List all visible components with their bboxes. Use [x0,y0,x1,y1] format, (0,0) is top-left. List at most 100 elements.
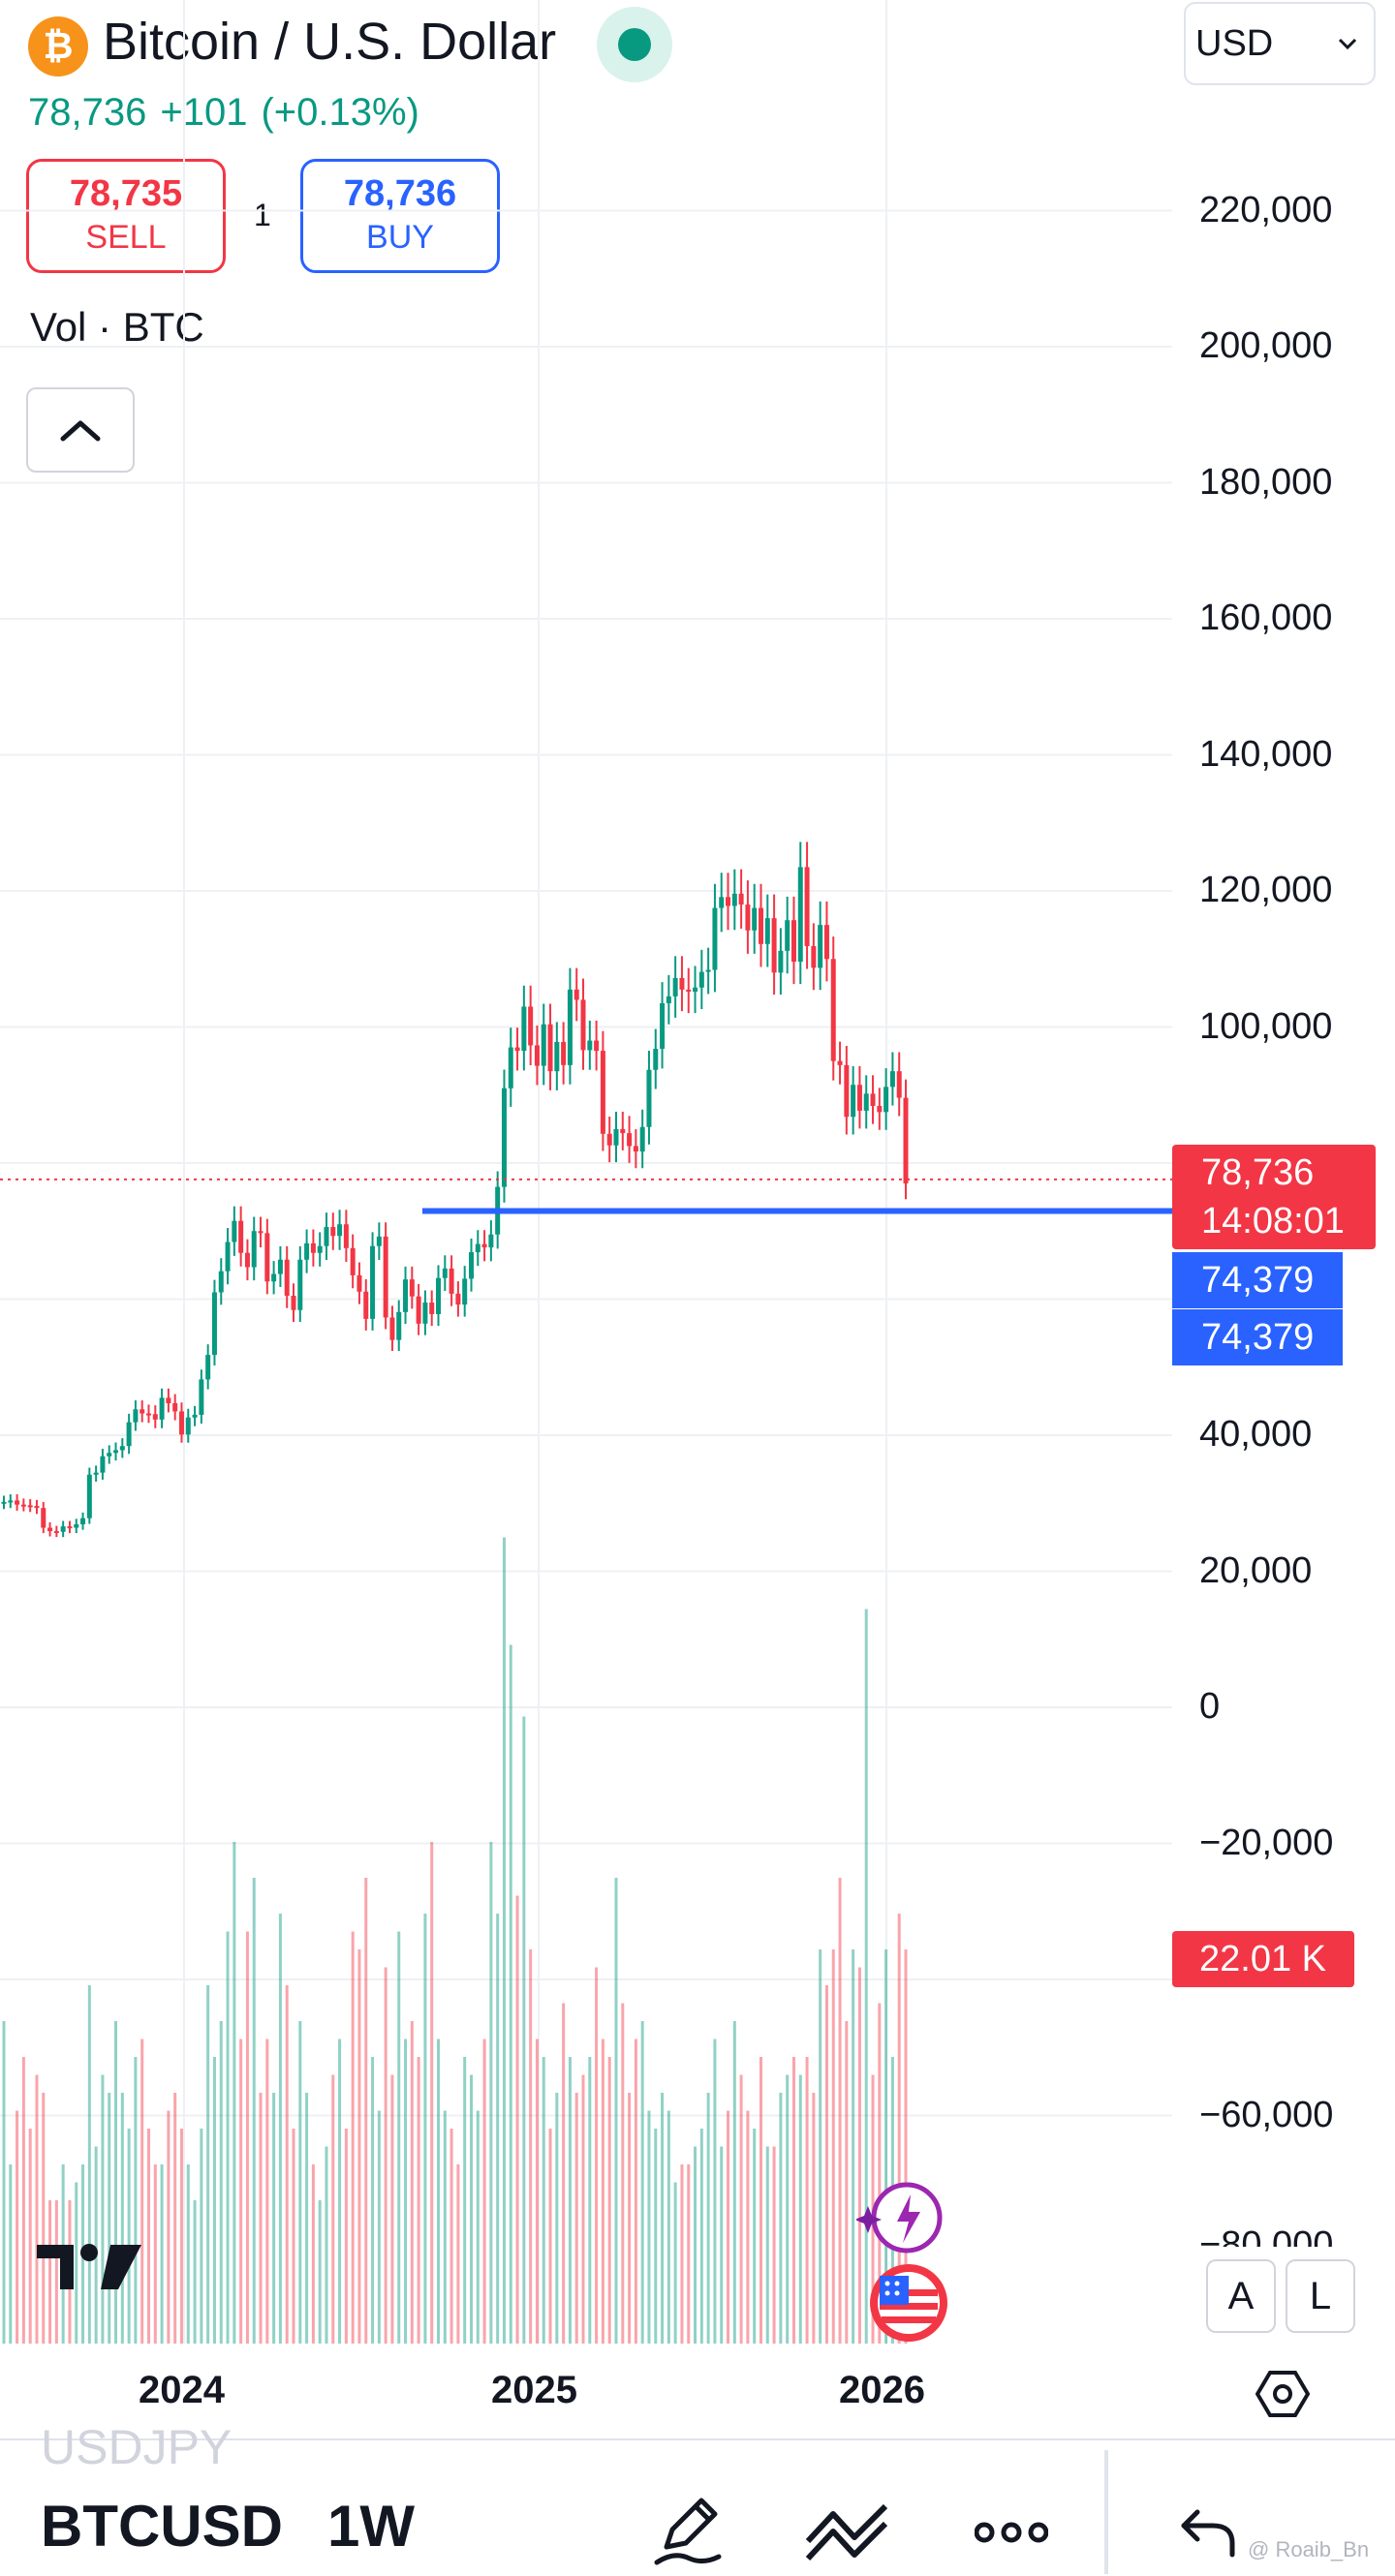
candle-body [337,1224,343,1237]
candle-body [698,971,704,988]
volume-bar [108,2093,111,2344]
candle-body [646,1069,652,1127]
collapse-legend-button[interactable] [26,387,135,473]
us-economic-events-icon[interactable] [866,2260,951,2346]
previous-symbol: USDJPY [41,2420,232,2474]
candle-body [350,1247,356,1275]
volume-bar [666,2110,670,2344]
candle-body [67,1526,73,1529]
volume-bar [857,1967,861,2344]
candle-body [192,1414,198,1418]
price-axis-label: 20,000 [1199,1549,1313,1591]
chart-settings-icon[interactable] [1256,2369,1310,2419]
candle-body [159,1397,165,1420]
volume-bar [364,1878,368,2344]
volume-bar [147,2129,151,2344]
auto-scale-button[interactable]: A [1206,2259,1276,2333]
candle-body [455,1293,461,1305]
candle-body [178,1411,184,1435]
candle-body [297,1259,303,1310]
candle-body [205,1355,211,1380]
price-axis-label-clipped: −80,000 [1199,2224,1334,2247]
volume-bar [311,2164,315,2344]
volume-bar [9,2164,13,2344]
candle-body [863,1093,869,1111]
volume-bar [852,1949,855,2344]
candle-body [528,1006,534,1046]
volume-bar [173,2093,177,2344]
volume-bar [423,1914,427,2344]
sell-button[interactable]: 78,735 SELL [26,159,226,273]
currency-select[interactable]: USD [1184,2,1376,85]
volume-bar [489,1842,493,2344]
tradingview-logo-icon[interactable] [35,2237,147,2295]
volume-bar [732,2021,736,2344]
volume-bar [819,1949,822,2344]
volume-bar [469,2074,473,2344]
candle-body [837,1060,843,1065]
candle-body [172,1402,178,1412]
candle-body [389,1317,395,1340]
indicators-icon[interactable] [804,2499,891,2566]
candle-body [251,1231,257,1268]
volume-bar [331,2074,335,2344]
candle-body [804,867,810,946]
volume-bar [21,2057,25,2344]
candle-body [47,1527,53,1532]
volume-bar [753,2129,757,2344]
candle-body [264,1233,270,1282]
volume-bar [509,1644,512,2344]
volume-bar [219,2021,223,2344]
candle-body [778,950,784,973]
horizontal-line-tag-secondary[interactable]: 74,379 [1172,1309,1343,1365]
candle-body [790,920,796,963]
volume-bar [437,2039,441,2344]
candle-body [567,989,573,1065]
candle-body [403,1279,409,1312]
undo-icon[interactable] [1178,2508,1238,2559]
candle-body [126,1422,132,1447]
sell-price: 78,735 [69,173,183,214]
volume-bar [739,2074,743,2344]
candle-body [508,1047,513,1089]
candle-body [93,1472,99,1475]
candle-body [514,1047,520,1052]
candle-body [745,905,751,931]
interval-selector[interactable]: 1W [327,2494,415,2559]
candle-body [719,897,725,908]
volume-bar [884,1949,888,2344]
volume-bar [120,2093,124,2344]
candle-body [113,1450,119,1454]
horizontal-line-tag[interactable]: 74,379 [1172,1252,1343,1308]
candle-body [594,1040,600,1052]
market-status-indicator[interactable] [597,7,672,82]
volume-bar [654,2129,658,2344]
candle-body [218,1271,224,1293]
volume-bar [502,1537,506,2344]
candle-body [258,1231,264,1234]
volume-bar [713,2039,717,2344]
buy-label: BUY [366,219,434,256]
time-axis-label-2024: 2024 [139,2369,225,2411]
candle-body [712,907,718,970]
price-chart[interactable] [0,0,1172,2353]
price-axis-label: 180,000 [1199,461,1333,503]
volume-indicator-label[interactable]: Vol · BTC [30,304,204,350]
log-scale-button[interactable]: L [1286,2259,1355,2333]
volume-bar [661,2093,665,2344]
volume-bar [384,1967,388,2344]
candle-body [823,925,829,960]
candle-body [429,1303,435,1314]
candle-body [785,920,790,951]
candle-body [889,1071,895,1088]
symbol-selector[interactable]: BTCUSD [41,2494,283,2559]
volume-tag: 22.01 K [1172,1931,1354,1987]
volume-bar [357,1949,361,2344]
symbol-title[interactable]: Bitcoin / U.S. Dollar [103,13,557,71]
flash-icon[interactable] [856,2179,946,2256]
volume-bar [114,2021,118,2344]
buy-button[interactable]: 78,736 BUY [300,159,500,273]
pencil-icon[interactable] [651,2495,725,2568]
more-icon[interactable] [975,2520,1048,2545]
price-axis-label: 220,000 [1199,189,1333,230]
